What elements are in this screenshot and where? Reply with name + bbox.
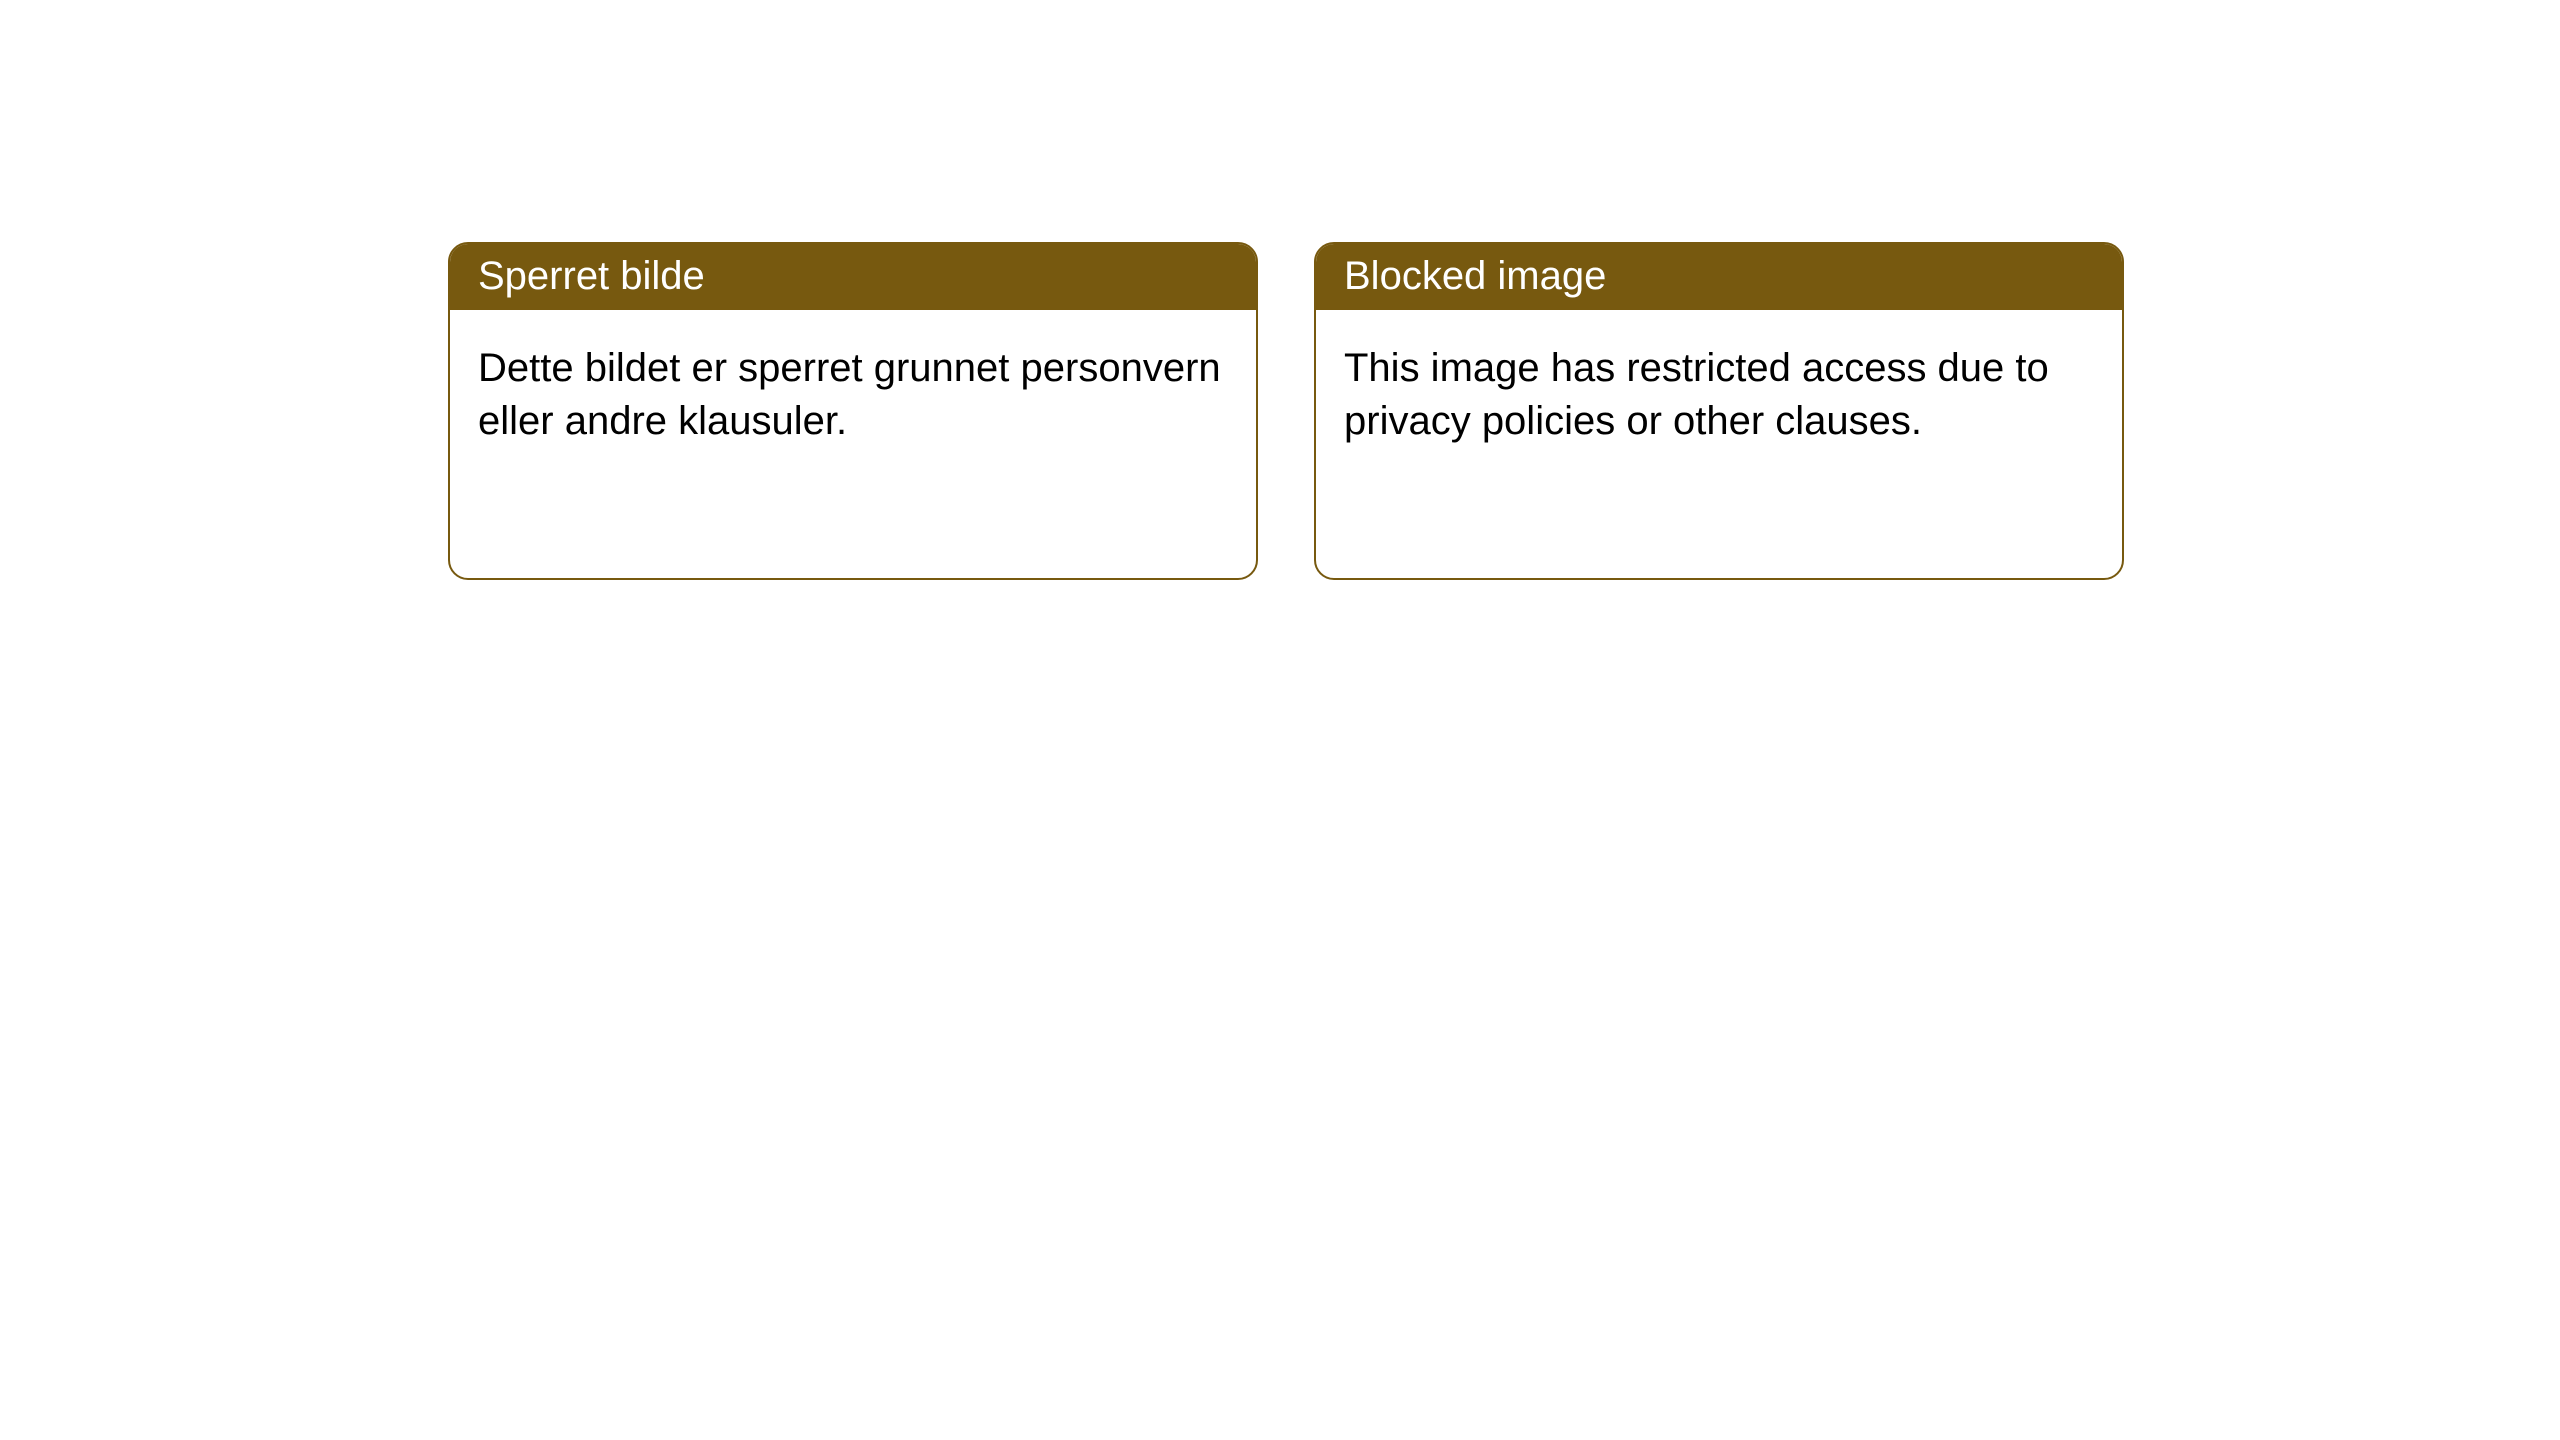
card-text-en: This image has restricted access due to … [1344,346,2049,443]
card-header-no: Sperret bilde [450,244,1256,310]
card-title-en: Blocked image [1344,254,1606,298]
blocked-image-card-no: Sperret bilde Dette bildet er sperret gr… [448,242,1258,580]
blocked-image-card-en: Blocked image This image has restricted … [1314,242,2124,580]
card-title-no: Sperret bilde [478,254,705,298]
card-body-en: This image has restricted access due to … [1316,310,2122,480]
card-header-en: Blocked image [1316,244,2122,310]
card-text-no: Dette bildet er sperret grunnet personve… [478,346,1221,443]
cards-container: Sperret bilde Dette bildet er sperret gr… [448,242,2124,580]
card-body-no: Dette bildet er sperret grunnet personve… [450,310,1256,480]
